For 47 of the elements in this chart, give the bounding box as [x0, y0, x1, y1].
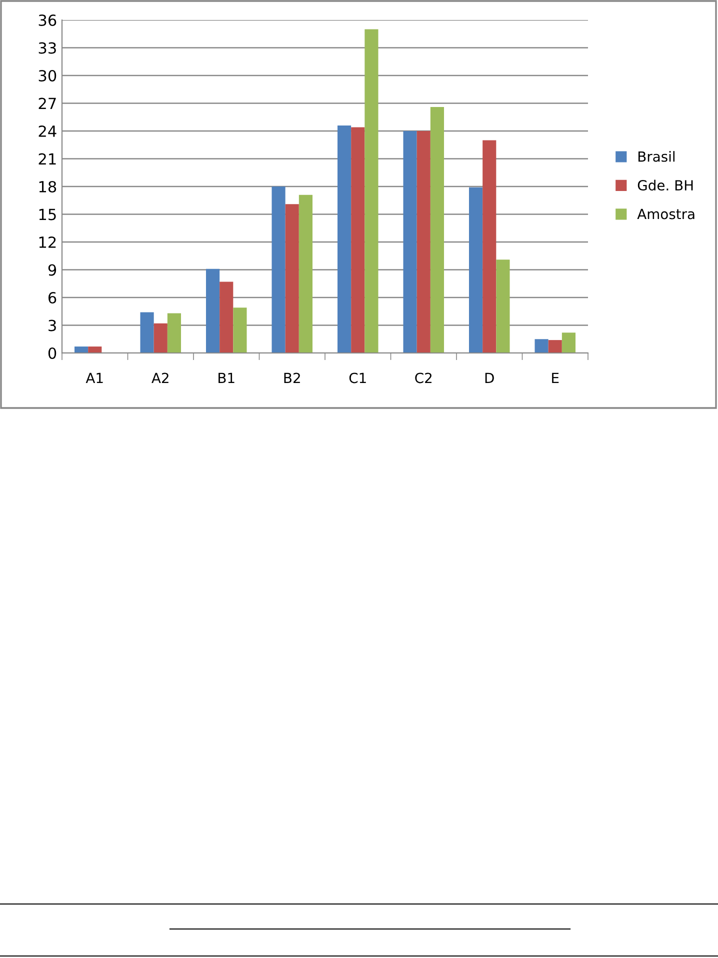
bar [562, 332, 576, 353]
x-tick-label: A1 [86, 372, 103, 383]
y-tick-label: 0 [48, 347, 56, 360]
bar [154, 323, 168, 353]
bar [337, 125, 352, 353]
bar [167, 313, 182, 353]
bar [140, 312, 154, 353]
bar [430, 106, 444, 353]
x-tick-label: C2 [415, 372, 432, 384]
bar [403, 131, 417, 353]
bar [482, 140, 496, 353]
y-tick-label: 3 [48, 320, 56, 332]
y-tick-label: 27 [38, 98, 56, 110]
bar [548, 340, 562, 353]
legend-label: Gde. BH [638, 180, 693, 191]
bar [74, 346, 88, 353]
y-tick-label: 18 [39, 180, 56, 193]
legend-label: Amostra [637, 208, 694, 220]
bar [468, 187, 483, 353]
bar [496, 260, 510, 353]
x-tick-label: E [552, 372, 559, 383]
x-tick-label: B1 [218, 372, 234, 383]
y-tick-label: 24 [38, 125, 56, 137]
y-tick-label: 33 [38, 42, 56, 54]
y-tick-label: 30 [38, 70, 56, 82]
x-tick-label: B2 [284, 372, 300, 383]
y-tick-label: 15 [39, 208, 56, 220]
bar [298, 194, 313, 353]
x-tick-label: C1 [349, 372, 366, 384]
x-tick-label: A2 [152, 372, 168, 383]
bar [206, 268, 220, 353]
bar [220, 282, 234, 353]
y-tick-label: 12 [39, 236, 56, 248]
y-tick-label: 6 [48, 292, 56, 304]
bar [416, 131, 430, 353]
bar [88, 346, 102, 353]
bar [233, 308, 247, 353]
bar [351, 127, 365, 353]
bar [534, 339, 548, 353]
x-tick-label: D [485, 372, 494, 383]
y-tick-label: 36 [38, 14, 56, 26]
legend-label: Brasil [638, 151, 675, 162]
bar [364, 29, 378, 353]
bar [285, 204, 299, 353]
bar [272, 186, 286, 353]
y-tick-label: 9 [48, 264, 56, 276]
y-tick-label: 21 [38, 153, 56, 165]
